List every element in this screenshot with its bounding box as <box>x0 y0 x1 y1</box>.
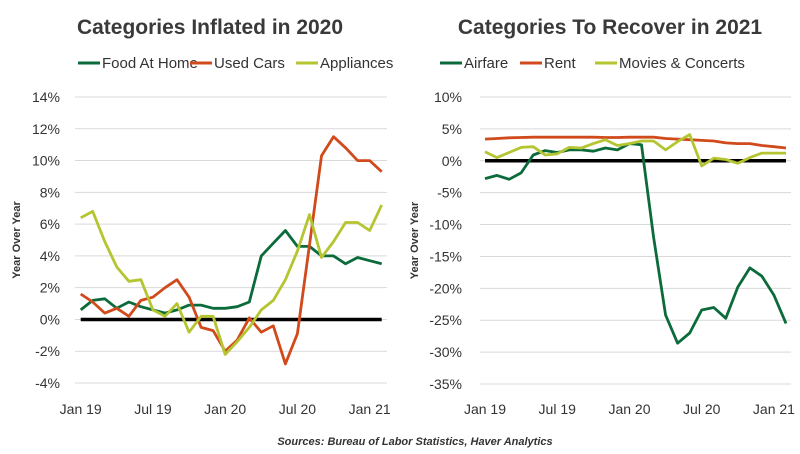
series-line-rent <box>484 135 787 150</box>
series-line-airfare <box>484 142 788 345</box>
y-tick-label: 4% <box>40 248 60 264</box>
y-tick-label: 10% <box>434 89 462 105</box>
y-tick-label: 6% <box>40 216 60 232</box>
legend-label: Movies & Concerts <box>619 55 745 72</box>
legend-item: Rent <box>520 55 577 72</box>
y-tick-label: 0% <box>442 153 462 169</box>
y-tick-label: 5% <box>442 121 462 137</box>
legend-item: Movies & Concerts <box>595 55 745 72</box>
x-tick-label: Jul 19 <box>539 401 577 417</box>
x-tick-label: Jul 20 <box>279 401 317 417</box>
y-axis-label: Year Over Year <box>409 201 421 279</box>
y-tick-label: 14% <box>32 89 60 105</box>
y-tick-label: -25% <box>429 312 462 328</box>
legend-item: Food At Home <box>78 55 198 72</box>
x-tick-label: Jul 19 <box>134 401 172 417</box>
y-tick-label: -15% <box>429 248 462 264</box>
y-tick-label: -2% <box>35 343 60 359</box>
legend-label: Airfare <box>464 55 508 72</box>
y-tick-label: 8% <box>40 184 60 200</box>
x-tick-label: Jan 21 <box>753 401 795 417</box>
y-tick-label: -30% <box>429 344 462 360</box>
legend-label: Food At Home <box>102 55 198 72</box>
y-tick-label: 2% <box>40 280 60 296</box>
legend-item: Airfare <box>440 55 508 72</box>
y-tick-label: 12% <box>32 121 60 137</box>
x-tick-label: Jul 20 <box>683 401 721 417</box>
series-line-food-at-home <box>79 229 383 315</box>
y-tick-label: -5% <box>437 185 462 201</box>
y-tick-label: -4% <box>35 375 60 391</box>
source-note: Sources: Bureau of Labor Statistics, Hav… <box>277 436 552 448</box>
chart-title-right: Categories To Recover in 2021 <box>458 16 763 39</box>
legend-item: Appliances <box>296 55 393 72</box>
legend-item: Used Cars <box>190 55 285 72</box>
y-tick-label: 10% <box>32 153 60 169</box>
y-axis-label: Year Over Year <box>11 201 23 279</box>
x-tick-label: Jan 20 <box>608 401 650 417</box>
x-tick-label: Jan 21 <box>349 401 391 417</box>
series-line-used-cars <box>79 135 383 366</box>
series-line-appliances <box>80 204 383 356</box>
y-tick-label: -10% <box>429 217 462 233</box>
x-tick-label: Jan 20 <box>204 401 246 417</box>
chart-title-left: Categories Inflated in 2020 <box>77 16 343 39</box>
legend-label: Used Cars <box>214 55 285 72</box>
chart-panel-right: -35% -30% -25% -20% -15% -10% -5% 0% 5% 10% Year O… <box>409 55 795 417</box>
series-line-movies-concerts <box>484 133 786 168</box>
y-tick-label: -35% <box>429 376 462 392</box>
chart-panel-left: -4% -2% 0% 2% 4% 6% 8% 10% 12% 14% Year Over Year J… <box>11 55 393 417</box>
x-tick-label: Jan 19 <box>464 401 506 417</box>
legend-label: Appliances <box>320 55 393 72</box>
y-tick-label: -20% <box>429 280 462 296</box>
x-tick-label: Jan 19 <box>60 401 102 417</box>
legend-label: Rent <box>544 55 577 72</box>
y-tick-label: 0% <box>40 311 60 327</box>
